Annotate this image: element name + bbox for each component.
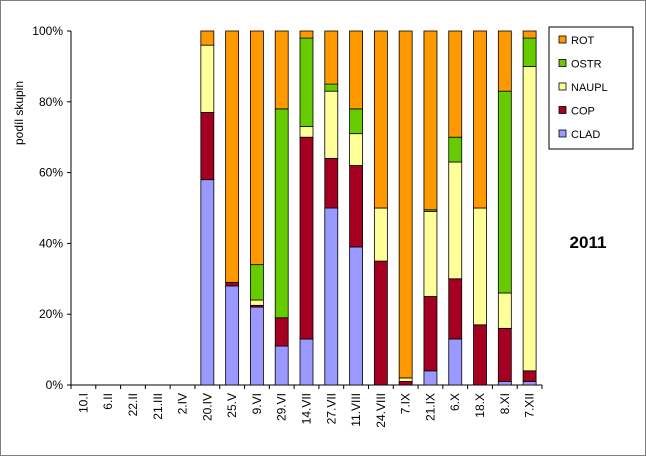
bar-segment-rot-14 bbox=[423, 30, 438, 211]
bar-segment-naupl-16 bbox=[473, 207, 487, 326]
plot-area: 0% 20% 40% 60% 80% 100% 10.I 6.II 22.II 21.III 2.I… bbox=[32, 24, 543, 428]
bar-segment-clad-17 bbox=[497, 381, 512, 386]
bar-segment-rot-6 bbox=[225, 30, 240, 283]
bar-segment-clad-5 bbox=[200, 179, 215, 386]
x-tick-label: 25.V bbox=[225, 393, 239, 418]
bar-segment-cop-12 bbox=[373, 260, 388, 386]
bar-segment-cop-6 bbox=[225, 281, 240, 287]
bar-segment-ostr-8 bbox=[274, 108, 289, 319]
bar-segment-rot-9 bbox=[299, 30, 314, 39]
x-tick-label: 21.IX bbox=[423, 393, 437, 421]
bar-segment-naupl-12 bbox=[373, 207, 388, 262]
bar-segment-naupl-10 bbox=[324, 90, 339, 159]
bar-segment-naupl-7 bbox=[250, 299, 264, 306]
bar-segment-cop-16 bbox=[473, 324, 487, 386]
bar-segment-ostr-11 bbox=[349, 108, 363, 135]
legend-label-naupl: NAUPL bbox=[571, 82, 608, 94]
x-tick-label: 24.VIII bbox=[374, 393, 388, 428]
bar-segment-rot-11 bbox=[349, 30, 363, 110]
x-tick-label: 11.VIII bbox=[349, 393, 363, 427]
x-tick-label: 7.XII bbox=[523, 393, 537, 418]
bar-segment-ostr-17 bbox=[497, 90, 512, 294]
x-tick-label: 10.I bbox=[76, 393, 90, 413]
bar-segment-rot-7 bbox=[250, 30, 264, 266]
bar-segment-rot-12 bbox=[373, 30, 388, 209]
bar-segment-clad-8 bbox=[274, 345, 289, 386]
bar-segment-clad-7 bbox=[250, 306, 264, 386]
y-axis-title: podíl skupin bbox=[12, 81, 26, 145]
bar-segment-cop-11 bbox=[349, 165, 363, 248]
bar-segment-clad-18 bbox=[522, 381, 537, 386]
bar-segment-ostr-9 bbox=[299, 37, 314, 127]
bar-segment-naupl-15 bbox=[448, 161, 463, 280]
x-tick-label: 14.VII bbox=[300, 393, 314, 424]
bar-segment-cop-15 bbox=[448, 278, 463, 340]
bar-segment-clad-10 bbox=[324, 207, 339, 386]
bar-segment-naupl-5 bbox=[200, 44, 215, 113]
bar-segment-cop-17 bbox=[497, 327, 512, 382]
bar-segment-cop-13 bbox=[398, 381, 413, 386]
bar-segment-clad-15 bbox=[448, 338, 463, 386]
bar-segment-ostr-15 bbox=[448, 136, 463, 163]
y-tick-label: 80% bbox=[39, 95, 63, 109]
legend-swatch-cop bbox=[558, 106, 567, 114]
bar-segment-rot-16 bbox=[473, 30, 487, 209]
x-tick-label: 2.IV bbox=[176, 393, 190, 414]
bar-segment-cop-5 bbox=[200, 112, 215, 181]
x-tick-label: 27.VII bbox=[324, 393, 338, 424]
bar-segment-naupl-18 bbox=[522, 66, 537, 372]
x-tick-label: 20.IV bbox=[200, 393, 214, 421]
bar-segment-clad-9 bbox=[299, 338, 314, 386]
bar-segment-naupl-9 bbox=[299, 126, 314, 138]
bar-segment-naupl-17 bbox=[497, 292, 512, 329]
y-tick-label: 0% bbox=[46, 378, 64, 392]
bar-segment-rot-13 bbox=[398, 30, 413, 379]
y-tick-label: 20% bbox=[39, 307, 63, 321]
x-tick-label: 18.X bbox=[473, 393, 487, 418]
x-tick-label: 7.IX bbox=[399, 393, 413, 414]
bar-segment-ostr-18 bbox=[522, 37, 537, 67]
x-tick-label: 8.XI bbox=[498, 393, 512, 414]
bar-segment-rot-10 bbox=[324, 30, 339, 85]
legend-label-cop: COP bbox=[571, 106, 595, 118]
bar-segment-rot-18 bbox=[522, 30, 537, 39]
bar-segment-clad-6 bbox=[225, 285, 240, 386]
y-tick-label: 100% bbox=[32, 24, 63, 38]
bar-segment-cop-18 bbox=[522, 370, 537, 382]
legend-swatch-rot bbox=[558, 35, 567, 44]
legend-label-ostr: OSTR bbox=[571, 59, 602, 71]
bar-segment-cop-14 bbox=[423, 296, 438, 372]
bar-segment-rot-15 bbox=[448, 30, 463, 138]
bar-segment-clad-11 bbox=[349, 246, 363, 386]
bar-segment-clad-14 bbox=[423, 370, 438, 386]
legend: ROT OSTR NAUPL COP CLAD bbox=[548, 26, 634, 150]
legend-label-clad: CLAD bbox=[571, 129, 600, 141]
x-tick-label: 6.X bbox=[448, 393, 462, 411]
x-tick-label: 21.III bbox=[151, 393, 165, 420]
x-tick-label: 29.VI bbox=[275, 393, 289, 421]
x-tick-label: 9.VI bbox=[250, 393, 264, 414]
legend-swatch-ostr bbox=[558, 59, 567, 67]
bar-segment-cop-9 bbox=[299, 136, 314, 340]
bar-segment-cop-8 bbox=[274, 317, 289, 347]
x-tick-label: 6.II bbox=[101, 393, 115, 410]
bar-segment-naupl-13 bbox=[398, 377, 413, 382]
legend-label-rot: ROT bbox=[571, 35, 595, 47]
bar-segment-naupl-11 bbox=[349, 133, 363, 166]
bar-segment-rot-8 bbox=[274, 30, 289, 110]
bar-segment-ostr-10 bbox=[324, 83, 339, 92]
legend-swatch-clad bbox=[558, 129, 567, 138]
bar-segment-cop-10 bbox=[324, 158, 339, 209]
bar-segment-rot-5 bbox=[200, 30, 215, 46]
x-tick-label: 22.II bbox=[126, 393, 140, 416]
y-tick-label: 40% bbox=[39, 236, 63, 250]
bar-segment-ostr-7 bbox=[250, 264, 264, 301]
y-tick-label: 60% bbox=[39, 166, 63, 180]
bar-segment-rot-17 bbox=[497, 30, 512, 92]
legend-swatch-naupl bbox=[558, 82, 567, 91]
bar-segment-naupl-14 bbox=[423, 211, 438, 297]
year-annotation: 2011 bbox=[570, 233, 607, 252]
